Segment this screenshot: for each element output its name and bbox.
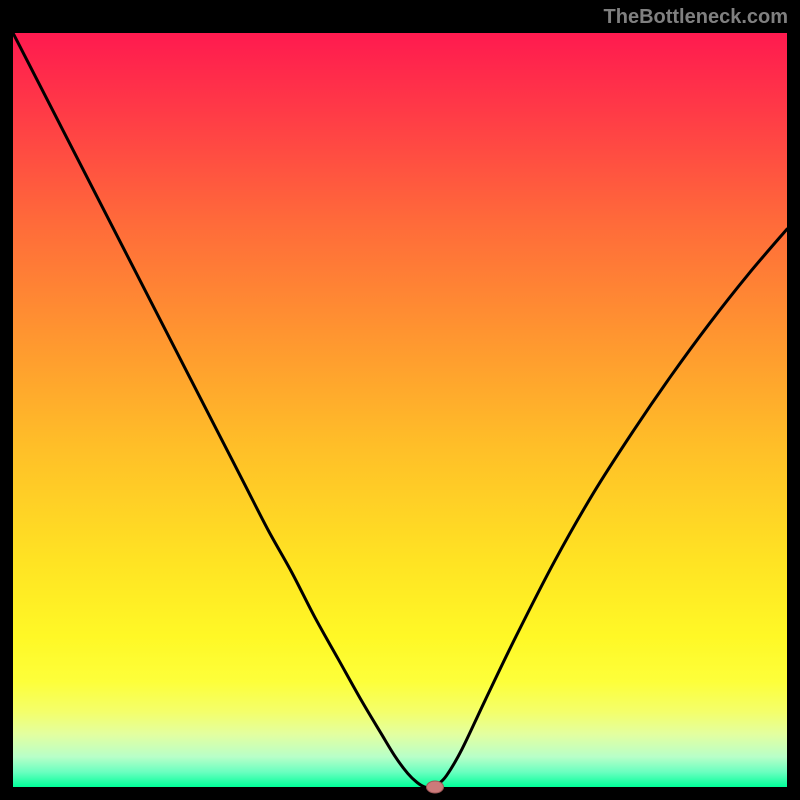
gradient-background: [13, 33, 787, 787]
watermark-text: TheBottleneck.com: [604, 6, 788, 29]
optimum-marker: [426, 781, 444, 794]
chart-container: TheBottleneck.com: [0, 0, 800, 800]
plot-area: [13, 33, 787, 787]
